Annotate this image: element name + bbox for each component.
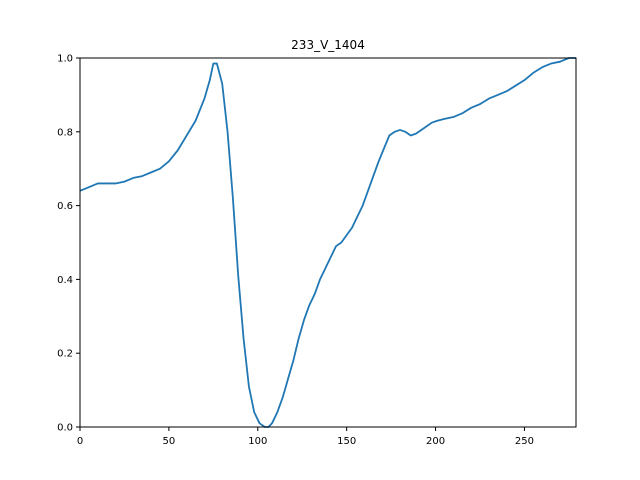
y-tick-label: 1.0	[57, 54, 73, 65]
y-tick-label: 0.8	[57, 127, 73, 138]
y-tick-label: 0.6	[57, 201, 73, 212]
x-tick-label: 100	[248, 436, 267, 447]
x-axis: 0 50 100 150 200 250	[77, 427, 534, 447]
x-tick-label: 50	[163, 436, 176, 447]
x-tick-label: 150	[337, 436, 356, 447]
series-line	[79, 57, 576, 428]
y-tick-label: 0.0	[57, 423, 73, 434]
x-tick-label: 200	[426, 436, 445, 447]
y-tick-label: 0.4	[57, 275, 73, 286]
x-tick-label: 250	[515, 436, 534, 447]
chart-title: 233_V_1404	[291, 38, 365, 52]
y-axis: 0.0 0.2 0.4 0.6 0.8 1.0	[57, 54, 80, 434]
plot-frame	[79, 57, 577, 428]
y-tick-label: 0.2	[57, 349, 73, 360]
x-tick-label: 0	[77, 436, 83, 447]
plot-area	[79, 57, 576, 428]
